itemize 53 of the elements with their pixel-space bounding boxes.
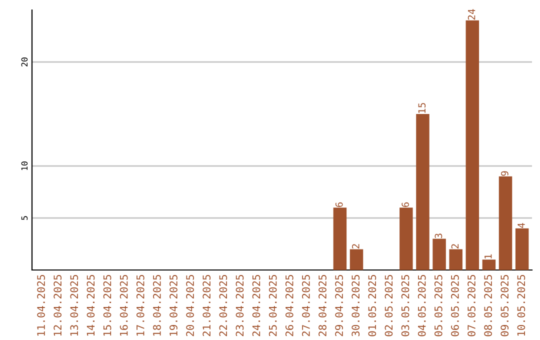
x-tick-label: 20.04.2025 <box>186 275 194 336</box>
x-tick-label: 16.04.2025 <box>120 275 128 336</box>
x-tick-label: 27.04.2025 <box>302 275 310 336</box>
x-tick-label: 09.05.2025 <box>500 275 509 336</box>
x-tick-label: 23.04.2025 <box>236 275 244 336</box>
x-tick-label: 18.04.2025 <box>153 275 161 336</box>
y-tick-label: 5 <box>21 216 28 220</box>
x-tick-label: 05.05.2025 <box>434 275 442 336</box>
x-tick-label: 17.04.2025 <box>136 275 144 336</box>
bar <box>515 228 529 270</box>
data-label: 2 <box>451 244 459 248</box>
x-tick-label: 04.05.2025 <box>418 275 426 336</box>
data-label: 6 <box>402 202 410 207</box>
x-tick-label: 03.05.2025 <box>401 275 410 336</box>
x-tick-label: 30.04.2025 <box>352 275 360 336</box>
data-label: 9 <box>501 171 508 176</box>
x-tick-label: 11.04.2025 <box>37 275 45 336</box>
data-label: 24 <box>468 9 476 20</box>
bar <box>432 238 446 270</box>
x-tick-label: 19.04.2025 <box>170 275 178 336</box>
bar <box>333 208 347 270</box>
x-tick-label: 10.05.2025 <box>517 275 526 336</box>
data-label: 1 <box>484 254 492 258</box>
x-tick-label: 01.05.2025 <box>368 275 376 336</box>
x-tick-label: 14.04.2025 <box>86 275 95 336</box>
data-label: 3 <box>434 234 442 238</box>
bar <box>449 249 462 270</box>
bar <box>350 249 364 270</box>
x-tick-label: 07.05.2025 <box>468 275 476 336</box>
x-tick-label: 24.04.2025 <box>252 275 260 336</box>
x-tick-label: 28.04.2025 <box>318 275 326 336</box>
x-tick-label: 02.05.2025 <box>384 275 393 336</box>
x-tick-label: 13.04.2025 <box>70 275 78 336</box>
x-tick-label: 06.05.2025 <box>451 275 459 336</box>
x-tick-label: 22.04.2025 <box>219 275 228 336</box>
data-label: 6 <box>335 202 343 207</box>
y-tick-label: 10 <box>21 162 28 170</box>
data-label: 15 <box>418 103 426 113</box>
x-tick-label: 15.04.2025 <box>103 275 112 336</box>
bar <box>416 114 430 270</box>
x-tick-label: 12.04.2025 <box>54 275 62 336</box>
x-tick-label: 26.04.2025 <box>285 275 294 336</box>
x-tick-label: 29.04.2025 <box>335 275 343 336</box>
y-tick-label: 20 <box>21 58 28 66</box>
x-tick-label: 25.04.2025 <box>268 275 277 336</box>
x-tick-label: 08.05.2025 <box>484 275 492 336</box>
data-label: 4 <box>518 223 525 228</box>
bar <box>466 20 480 270</box>
bar <box>400 208 413 270</box>
data-label: 2 <box>352 244 360 248</box>
bar <box>498 176 512 270</box>
bar <box>482 260 496 270</box>
x-tick-label: 21.04.2025 <box>202 275 211 336</box>
